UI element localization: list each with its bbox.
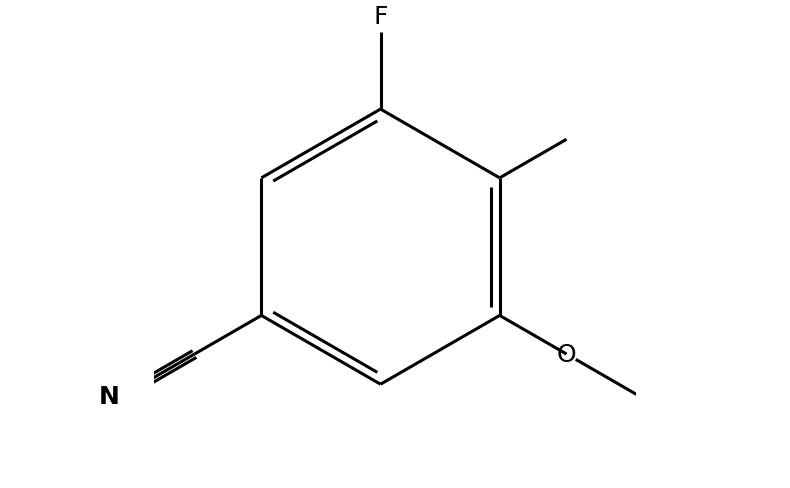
Text: O: O <box>557 343 577 366</box>
Text: N: N <box>99 385 120 408</box>
Text: F: F <box>373 5 388 29</box>
